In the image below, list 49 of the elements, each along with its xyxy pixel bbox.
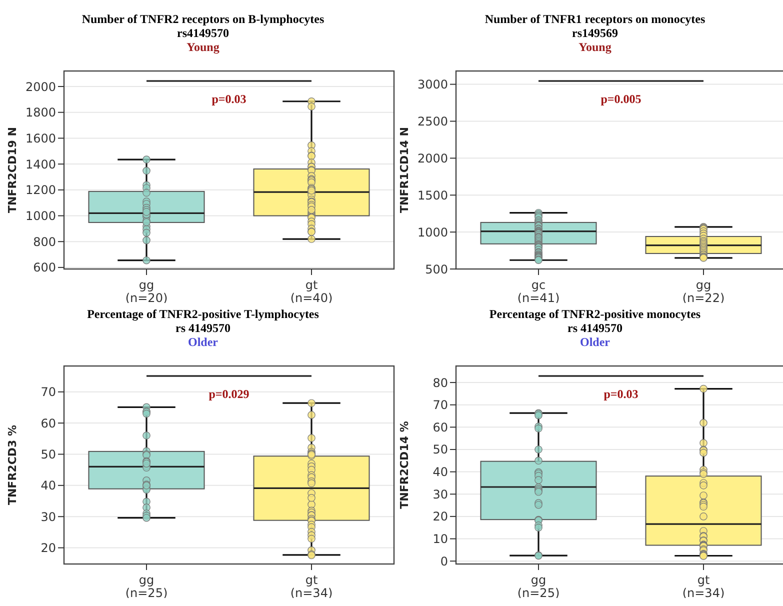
text: Young <box>578 40 612 54</box>
y-tick-label: 30 <box>432 487 448 502</box>
chart-title: Percentage of TNFR2-positive T-lymphocytes <box>86 307 320 321</box>
y-tick-label: 1000 <box>25 209 56 224</box>
y-tick-label: 30 <box>40 510 56 524</box>
y-tick-label: 80 <box>432 376 448 390</box>
y-tick-label: 20 <box>432 510 448 524</box>
y-tick-label: 60 <box>432 420 448 434</box>
chart-title: Number of TNFR2 receptors on B-lymphocytes <box>80 12 326 26</box>
y-tick-label: 1400 <box>25 157 56 172</box>
annotation: p=0.03 <box>604 387 638 401</box>
y-tick-label: 3000 <box>417 78 448 92</box>
y-tick-label: 0 <box>440 554 448 568</box>
chart-subtitle: rs149569 <box>571 26 619 40</box>
y-tick-label: 70 <box>40 385 56 400</box>
y-tick-label: 50 <box>432 442 448 457</box>
y-tick-label: 2000 <box>417 151 448 166</box>
y-axis-title: TNFR1CD14 N <box>398 127 411 213</box>
y-tick-label: 500 <box>425 262 448 276</box>
y-tick-label: 2500 <box>417 114 448 128</box>
annotation: p=0.03 <box>212 92 246 106</box>
y-tick-label: 2000 <box>25 80 56 94</box>
chart-subtitle: rs 4149570 <box>566 321 624 335</box>
y-tick-label: 1000 <box>417 225 448 240</box>
chart-title: Number of TNFR1 receptors on monocytes <box>484 12 706 26</box>
annotation: p=0.005 <box>600 92 642 106</box>
y-tick-label: 50 <box>40 448 56 462</box>
text: Older <box>579 335 611 349</box>
text: Young <box>186 40 220 54</box>
text: Older <box>187 335 219 349</box>
y-axis-title: TNFR2CD14 % <box>398 421 411 509</box>
y-tick-label: 40 <box>40 478 56 493</box>
y-tick-label: 60 <box>40 416 56 430</box>
chart-subtitle: rs4149570 <box>176 26 230 40</box>
y-tick-label: 40 <box>432 465 448 480</box>
y-tick-label: 1200 <box>25 183 56 198</box>
y-tick-label: 1500 <box>417 188 448 202</box>
y-tick-label: 1600 <box>25 131 56 146</box>
y-tick-label: 600 <box>33 260 56 275</box>
chart-title: Percentage of TNFR2-positive monocytes <box>488 307 702 321</box>
y-axis-title: TNFR2CD19 N <box>6 127 19 213</box>
y-tick-label: 70 <box>432 398 448 412</box>
y-tick-label: 10 <box>432 532 448 546</box>
y-tick-label: 1800 <box>25 106 56 120</box>
y-tick-label: 20 <box>40 541 56 556</box>
y-tick-label: 800 <box>33 234 56 249</box>
annotation: p=0.029 <box>208 387 250 401</box>
y-axis-title: TNFR2CD3 % <box>6 424 19 506</box>
chart-subtitle: rs 4149570 <box>174 321 232 335</box>
